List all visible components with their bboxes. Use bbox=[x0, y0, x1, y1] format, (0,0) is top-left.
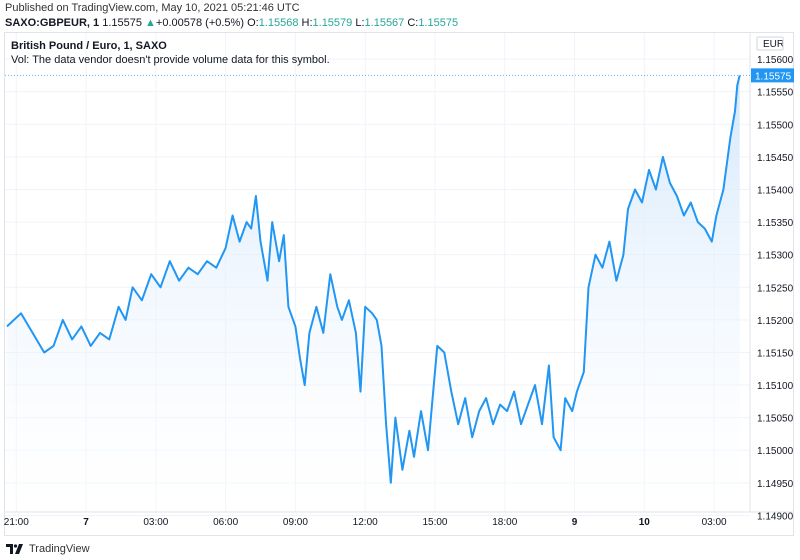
currency-label: EUR bbox=[763, 39, 784, 50]
open-value: 1.15568 bbox=[258, 17, 299, 29]
x-tick-label: 03:00 bbox=[143, 517, 168, 528]
open-label: O: bbox=[247, 17, 259, 29]
x-tick-label: 9 bbox=[572, 517, 578, 528]
y-tick-label: 1.15450 bbox=[757, 153, 794, 164]
x-tick-label: 03:00 bbox=[702, 517, 727, 528]
change-up-arrow-icon: ▲ bbox=[145, 17, 156, 29]
price-change: +0.00578 (+0.5%) bbox=[155, 17, 244, 29]
chart-frame[interactable] bbox=[4, 32, 794, 536]
low-value: 1.15567 bbox=[364, 17, 405, 29]
symbol-quote-line: SAXO:GBPEUR, 1 1.15575 ▲+0.00578 (+0.5%)… bbox=[5, 17, 458, 29]
last-price-tag bbox=[751, 68, 794, 83]
x-tick-label: 21:00 bbox=[4, 517, 29, 528]
y-tick-label: 1.15150 bbox=[757, 348, 794, 359]
footer[interactable]: TradingView bbox=[6, 540, 90, 558]
y-tick-label: 1.15050 bbox=[757, 414, 794, 425]
y-tick-label: 1.15200 bbox=[757, 316, 794, 327]
symbol-label: SAXO:GBPEUR, 1 bbox=[5, 17, 100, 29]
y-tick-label: 1.15400 bbox=[757, 185, 794, 196]
y-tick-label: 1.15100 bbox=[757, 381, 794, 392]
x-tick-label: 12:00 bbox=[353, 517, 378, 528]
x-tick-label: 09:00 bbox=[283, 517, 308, 528]
y-tick-label: 1.15600 bbox=[757, 55, 794, 66]
volume-note: Vol: The data vendor doesn't provide vol… bbox=[11, 54, 330, 66]
published-caption: Published on TradingView.com, May 10, 20… bbox=[5, 2, 300, 14]
close-label: C: bbox=[407, 17, 419, 29]
y-tick-label: 1.15300 bbox=[757, 251, 794, 262]
y-tick-label: 1.15550 bbox=[757, 88, 794, 99]
footer-brand: TradingView bbox=[29, 543, 90, 555]
x-tick-label: 7 bbox=[83, 517, 89, 528]
chart-legend-title: British Pound / Euro, 1, SAXO bbox=[11, 40, 167, 52]
last-price-tag-label: 1.15575 bbox=[755, 71, 792, 82]
high-label: H: bbox=[301, 17, 313, 29]
x-tick-label: 15:00 bbox=[422, 517, 447, 528]
y-tick-label: 1.14900 bbox=[757, 511, 794, 522]
series-line bbox=[6, 75, 741, 484]
currency-box bbox=[756, 36, 784, 51]
high-value: 1.15579 bbox=[312, 17, 353, 29]
y-tick-label: 1.15250 bbox=[757, 283, 794, 294]
series-area-fill bbox=[7, 75, 740, 512]
x-tick-label: 18:00 bbox=[492, 517, 517, 528]
tradingview-logo-icon bbox=[6, 544, 23, 554]
y-tick-label: 1.14950 bbox=[757, 479, 794, 490]
y-tick-label: 1.15000 bbox=[757, 446, 794, 457]
close-value: 1.15575 bbox=[418, 17, 459, 29]
low-label: L: bbox=[355, 17, 365, 29]
y-tick-label: 1.15500 bbox=[757, 120, 794, 131]
x-tick-label: 10 bbox=[639, 517, 651, 528]
y-tick-label: 1.15350 bbox=[757, 218, 794, 229]
last-price: 1.15575 bbox=[102, 17, 142, 29]
x-tick-label: 06:00 bbox=[213, 517, 238, 528]
